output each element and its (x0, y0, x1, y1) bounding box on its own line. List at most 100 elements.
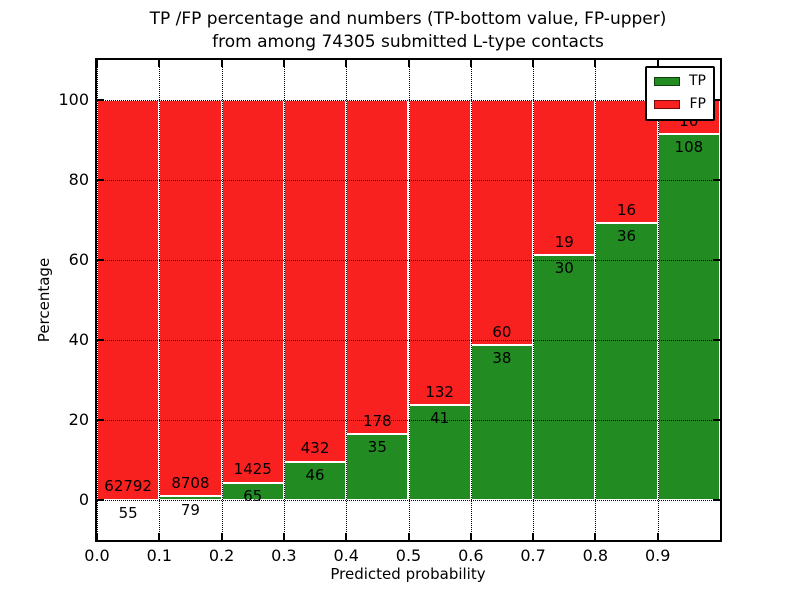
fp-count-label: 432 (300, 439, 330, 458)
tp-count-label: 46 (305, 465, 325, 484)
vertical-gridline (470, 60, 472, 540)
x-tick-mark (220, 533, 223, 540)
x-tick-mark (96, 533, 98, 540)
y-tick-mark (97, 419, 104, 421)
x-tick-mark-top (96, 60, 98, 67)
legend: TP FP (645, 66, 715, 121)
x-axis-label: Predicted probability (330, 565, 486, 583)
y-tick-mark-right (713, 499, 720, 501)
y-tick-label: 20 (68, 410, 89, 429)
tp-bar-segment (657, 133, 720, 500)
x-tick-mark (345, 533, 348, 540)
x-tick-label: 0.0 (84, 546, 110, 565)
x-tick-label: 0.5 (395, 546, 422, 565)
vertical-gridline (159, 60, 161, 540)
y-tick-mark (97, 99, 104, 101)
vertical-gridline (97, 60, 98, 540)
y-tick-mark (97, 259, 104, 261)
x-tick-mark (594, 533, 597, 540)
x-tick-mark (532, 533, 535, 540)
y-tick-label: 60 (68, 250, 89, 269)
fp-bar-segment (408, 100, 471, 406)
vertical-gridline (595, 60, 597, 540)
vertical-gridline (346, 60, 348, 540)
fp-bar-segment (221, 100, 284, 483)
x-tick-label: 0.6 (458, 546, 484, 565)
fp-count-label: 62792 (104, 477, 152, 496)
tp-bar-segment (595, 223, 658, 500)
y-tick-mark-right (713, 339, 720, 341)
chart-title-line2: from among 74305 submitted L-type contac… (212, 32, 604, 52)
fp-bar-segment (346, 100, 409, 435)
legend-label-fp: FP (689, 96, 707, 112)
y-axis-label: Percentage (35, 257, 53, 343)
x-tick-label: 0.2 (208, 546, 235, 565)
x-tick-label: 0.9 (644, 546, 671, 565)
x-tick-mark (469, 533, 472, 540)
x-tick-mark (282, 533, 285, 540)
y-tick-label: 40 (68, 330, 89, 349)
x-tick-mark (407, 533, 410, 540)
fp-bar-segment (97, 100, 160, 500)
x-tick-mark-top (345, 60, 348, 67)
chart-title-line1: TP /FP percentage and numbers (TP-bottom… (149, 9, 667, 29)
tp-count-label: 55 (118, 503, 138, 522)
vertical-gridline (408, 60, 410, 540)
fp-bar-segment (470, 100, 534, 345)
vertical-gridline (533, 60, 535, 540)
tp-count-label: 38 (492, 349, 512, 368)
tp-bar-segment (533, 255, 596, 500)
fp-color-swatch (654, 100, 680, 109)
tp-count-label: 36 (617, 227, 637, 246)
y-tick-label: 100 (58, 90, 89, 109)
tp-count-label: 41 (430, 409, 450, 428)
x-tick-label: 0.1 (146, 546, 173, 565)
tp-bar-segment (346, 434, 409, 500)
vertical-gridline (283, 60, 285, 540)
x-tick-mark-top (532, 60, 535, 67)
x-tick-label: 0.8 (582, 546, 609, 565)
chart-title: TP /FP percentage and numbers (TP-bottom… (96, 8, 720, 54)
y-tick-mark-right (713, 99, 720, 101)
x-tick-mark-top (407, 60, 410, 67)
x-tick-mark (158, 533, 161, 540)
tp-bar-segment (283, 461, 347, 500)
y-tick-mark-right (713, 419, 720, 421)
fp-count-label: 178 (363, 412, 392, 431)
tp-bar-segment (470, 344, 534, 500)
x-tick-label: 0.3 (271, 546, 297, 565)
y-tick-mark (97, 179, 104, 181)
fp-count-label: 60 (492, 322, 512, 341)
legend-row-tp: TP (654, 74, 706, 89)
tp-count-label: 30 (554, 259, 574, 278)
x-tick-mark-top (158, 60, 161, 67)
x-tick-mark (656, 533, 659, 540)
tp-color-swatch (654, 77, 680, 86)
x-tick-label: 0.7 (520, 546, 546, 565)
legend-row-fp: FP (654, 97, 706, 112)
fp-count-label: 8708 (171, 474, 210, 493)
vertical-gridline (221, 60, 223, 540)
x-tick-mark-top (220, 60, 223, 67)
y-tick-mark-right (713, 179, 720, 181)
tp-count-label: 108 (674, 138, 704, 157)
y-tick-mark (97, 499, 104, 501)
fp-count-label: 1425 (233, 460, 272, 479)
tp-count-label: 65 (243, 486, 263, 505)
vertical-gridline (657, 60, 659, 540)
x-tick-mark-top (469, 60, 472, 67)
fp-count-label: 19 (554, 232, 574, 251)
y-tick-label: 0 (78, 490, 89, 509)
x-tick-label: 0.4 (333, 546, 359, 565)
y-tick-mark-right (713, 259, 720, 261)
legend-label-tp: TP (689, 73, 706, 89)
fp-count-label: 16 (617, 200, 637, 219)
x-tick-mark-top (594, 60, 597, 67)
plot-area: 62792 55 8708 79 1425 65 432 46 178 35 132 41 60 38 19… (96, 60, 720, 540)
fp-bar-segment (159, 100, 222, 497)
fp-count-label: 132 (425, 383, 454, 401)
x-tick-mark-top (656, 60, 659, 67)
y-tick-mark (97, 339, 104, 341)
tp-count-label: 79 (180, 500, 200, 519)
